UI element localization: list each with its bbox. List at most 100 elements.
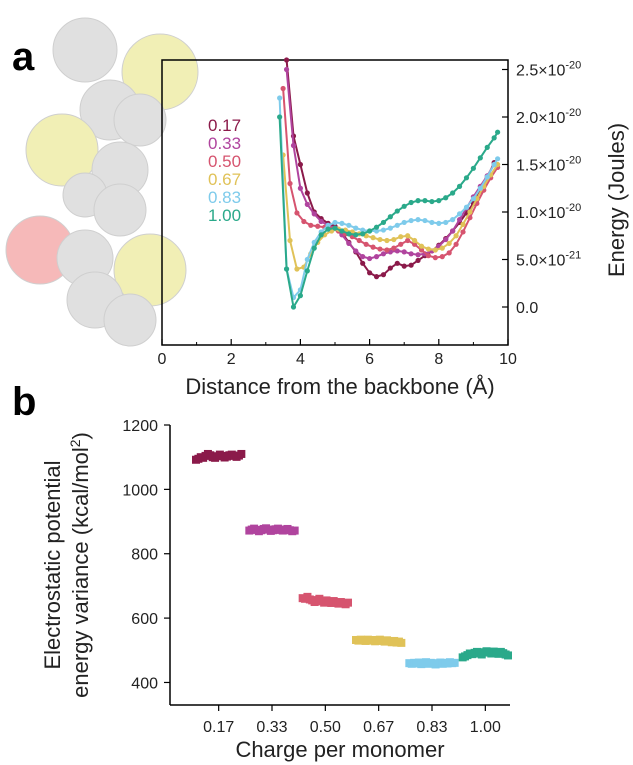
panel-a-point-1.00 bbox=[422, 198, 428, 204]
panel-a-point-0.67 bbox=[405, 233, 411, 239]
panel-b-y-tick-label: 800 bbox=[131, 547, 158, 564]
panel-a-series bbox=[277, 57, 501, 310]
panel-a-point-1.00 bbox=[415, 198, 421, 204]
panel-b-x-tick-label: 0.17 bbox=[203, 719, 234, 736]
panel-a-point-1.00 bbox=[436, 198, 442, 204]
panel-b-x-axis-label: Charge per monomer bbox=[235, 737, 444, 762]
panel-a-point-0.67 bbox=[453, 233, 459, 239]
molecule-atom bbox=[113, 93, 167, 147]
panel-a-x-tick-label: 6 bbox=[365, 351, 374, 368]
panel-a-point-1.00 bbox=[429, 198, 435, 205]
panel-a-point-0.33 bbox=[290, 142, 297, 149]
panel-a-point-0.17 bbox=[367, 270, 373, 276]
panel-a-point-0.33 bbox=[408, 251, 414, 257]
panel-a-point-0.83 bbox=[332, 219, 338, 226]
panel-a-point-0.83 bbox=[415, 217, 421, 223]
panel-a-point-0.33 bbox=[297, 185, 303, 191]
panel-b-y-tick-label: 1000 bbox=[122, 482, 158, 499]
panel-a-point-0.17 bbox=[387, 265, 393, 271]
panel-a-x-tick-label: 8 bbox=[434, 351, 443, 368]
panel-a-point-0.67 bbox=[425, 246, 432, 252]
panel-a-point-0.67 bbox=[384, 237, 390, 244]
panel-a-point-1.00 bbox=[346, 231, 352, 237]
panel-b-y-axis-label: Electrostatic potential energy variance … bbox=[40, 432, 93, 698]
panel-b-y-axis-label-line2: energy variance (kcal/mol2) bbox=[67, 432, 93, 698]
panel-a-point-1.00 bbox=[408, 199, 414, 206]
panel-b-x-tick-label: 1.00 bbox=[470, 719, 501, 736]
panel-a-point-0.83 bbox=[373, 228, 380, 234]
panel-a-point-0.67 bbox=[432, 247, 438, 253]
panel-b-letter: b bbox=[12, 380, 36, 424]
panel-a-point-1.00 bbox=[443, 195, 449, 201]
panel-a-point-0.33 bbox=[304, 201, 310, 207]
panel-a-point-0.67 bbox=[460, 221, 466, 227]
panel-a-point-0.17 bbox=[380, 272, 387, 278]
panel-a-point-0.33 bbox=[353, 248, 359, 254]
panel-a-point-0.33 bbox=[443, 236, 449, 243]
panel-a-point-0.33 bbox=[367, 255, 373, 262]
panel-a-point-0.50 bbox=[446, 250, 452, 256]
panel-a-point-1.00 bbox=[463, 175, 470, 181]
panel-a-y-tick-label: 5.0×10-21 bbox=[516, 250, 581, 270]
panel-a-x-tick-label: 2 bbox=[227, 351, 236, 368]
panel-b-point-1.00 bbox=[504, 651, 512, 660]
panel-a-legend-entry: 1.00 bbox=[208, 206, 241, 225]
panel-a-point-1.00 bbox=[373, 224, 380, 230]
panel-a-point-0.83 bbox=[360, 227, 366, 233]
panel-b-y-tick-label: 600 bbox=[131, 611, 158, 628]
panel-a-point-0.17 bbox=[401, 263, 407, 269]
panel-a-point-0.50 bbox=[308, 222, 314, 228]
panel-a-point-1.00 bbox=[401, 203, 407, 209]
panel-b-y-tick-label: 400 bbox=[131, 675, 158, 692]
panel-a-point-1.00 bbox=[477, 155, 483, 161]
panel-a-point-0.33 bbox=[283, 66, 290, 73]
panel-a-point-0.50 bbox=[356, 237, 362, 244]
molecule-atom bbox=[52, 17, 118, 83]
panel-a-y-tick-label: 1.5×10-20 bbox=[516, 155, 581, 175]
panel-a-y-tick-label: 0.0 bbox=[516, 300, 538, 317]
panel-a-point-0.17 bbox=[304, 190, 310, 196]
panel-a-point-0.50 bbox=[363, 241, 369, 247]
panel-a-point-0.83 bbox=[401, 219, 407, 226]
panel-a-point-0.67 bbox=[391, 236, 397, 243]
panel-a-point-0.33 bbox=[394, 248, 400, 254]
panel-a-point-1.00 bbox=[360, 231, 366, 237]
panel-a-point-0.83 bbox=[422, 217, 428, 224]
panel-a-point-0.33 bbox=[311, 211, 317, 217]
panel-a-point-0.33 bbox=[373, 254, 380, 260]
panel-a-point-0.50 bbox=[280, 85, 286, 92]
panel-a-x-tick-label: 0 bbox=[158, 351, 167, 368]
panel-a-point-1.00 bbox=[311, 245, 317, 251]
panel-a-point-0.33 bbox=[401, 249, 407, 255]
panel-a-point-0.50 bbox=[432, 255, 438, 261]
panel-a-point-0.33 bbox=[360, 254, 366, 260]
panel-a-point-0.50 bbox=[439, 254, 445, 260]
panel-b-x-ticks: 0.17 0.33 0.50 0.67 0.83 1.00 bbox=[203, 705, 501, 736]
panel-a-x-tick-label: 10 bbox=[499, 351, 517, 368]
panel-a-point-0.83 bbox=[346, 222, 352, 228]
panel-a-point-0.67 bbox=[294, 266, 300, 272]
panel-a-x-ticks: 0 2 4 6 8 10 bbox=[158, 339, 517, 368]
panel-a-point-0.83 bbox=[477, 185, 483, 191]
molecule-atom bbox=[103, 293, 157, 347]
panel-a-y-tick-label: 1.0×10-20 bbox=[516, 202, 581, 222]
panel-a-point-0.33 bbox=[318, 218, 324, 225]
panel-a-point-0.83 bbox=[339, 220, 345, 226]
panel-a-point-1.00 bbox=[290, 304, 297, 310]
panel-a-point-0.83 bbox=[325, 222, 331, 228]
panel-a-point-0.83 bbox=[456, 211, 463, 217]
molecule-illustration bbox=[5, 17, 199, 347]
panel-a-point-0.50 bbox=[411, 241, 418, 247]
panel-a-point-0.50 bbox=[467, 215, 473, 221]
panel-b-y-ticks: 400 600 800 1000 1200 bbox=[122, 418, 170, 692]
panel-a-legend-entry: 0.67 bbox=[208, 170, 241, 189]
panel-a-point-0.67 bbox=[287, 237, 293, 244]
panel-a-point-0.83 bbox=[443, 219, 449, 226]
panel-a-point-1.00 bbox=[367, 228, 373, 234]
panel-b-point-0.17 bbox=[237, 449, 246, 458]
panel-a-point-0.33 bbox=[450, 228, 456, 234]
panel-a-point-1.00 bbox=[339, 228, 345, 234]
panel-a-point-0.17 bbox=[408, 262, 414, 268]
panel-a-point-0.67 bbox=[467, 209, 473, 215]
